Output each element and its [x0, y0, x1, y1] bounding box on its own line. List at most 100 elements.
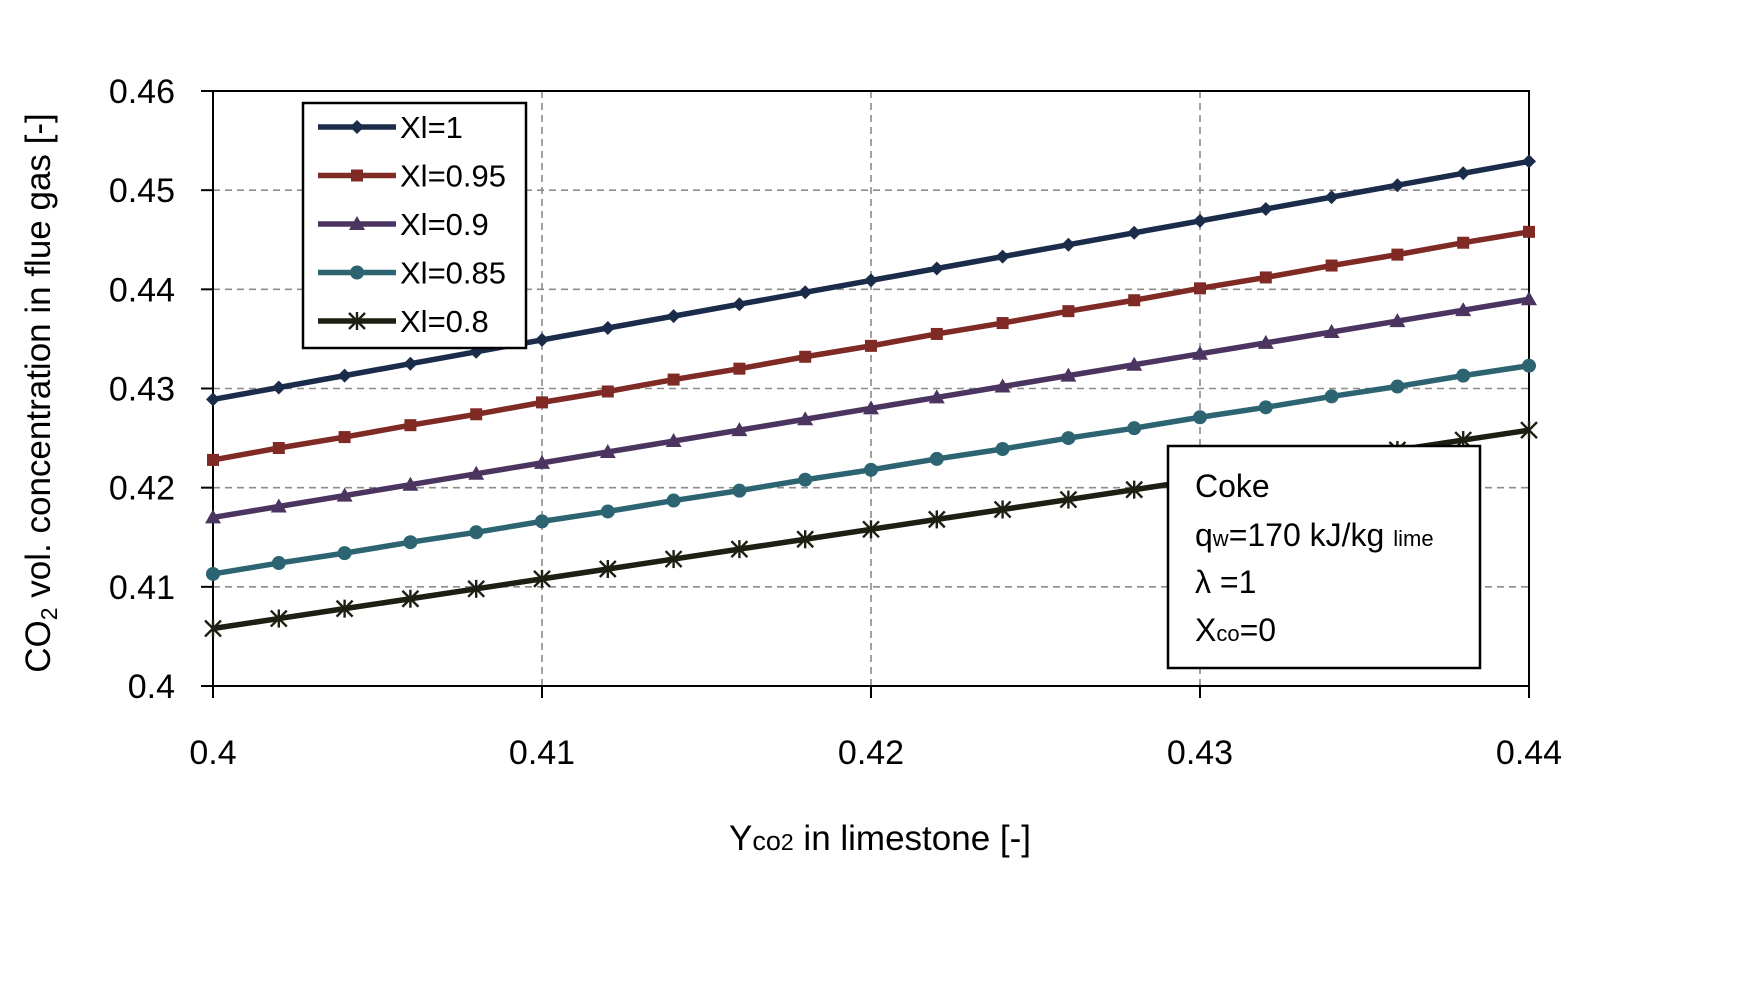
data-point [996, 317, 1009, 330]
series-1 [206, 154, 1536, 407]
annotation-xco-x: X [1195, 612, 1216, 648]
legend-label: Xl=0.85 [400, 256, 506, 291]
data-point [864, 462, 878, 477]
data-point [798, 285, 813, 300]
data-point [1059, 490, 1078, 509]
data-point [666, 309, 681, 324]
data-point [1522, 358, 1536, 373]
data-point [1257, 334, 1274, 349]
series-2 [207, 225, 1535, 466]
data-point [1457, 236, 1470, 249]
data-point [1521, 291, 1537, 306]
data-point [733, 362, 746, 375]
data-point [995, 441, 1010, 456]
data-point [1060, 367, 1077, 382]
legend-swatch-marker [351, 169, 363, 182]
y-tick-label: 0.45 [109, 172, 175, 210]
y-axis-title-main: CO [19, 620, 58, 673]
data-point [535, 514, 549, 529]
data-point [862, 520, 880, 539]
legend-swatch-marker [350, 120, 364, 134]
data-point [271, 556, 286, 571]
data-point [404, 419, 417, 432]
axes: 0.4 0.41 0.42 0.43 0.44 0.45 0.46 0.4 0.41 0.42 0.… [109, 73, 1562, 772]
data-point [798, 472, 813, 487]
data-point [929, 451, 944, 466]
series-3 [205, 291, 1537, 524]
data-point [337, 546, 352, 561]
data-point [994, 378, 1011, 393]
annotation-xco: Xco=0 [1195, 612, 1276, 648]
annotation-fuel: Coke [1195, 468, 1270, 504]
data-point [930, 327, 943, 340]
y-tick-label: 0.46 [109, 73, 175, 111]
x-tick-label: 0.43 [1167, 734, 1233, 772]
x-axis-title-main: Y [729, 819, 752, 858]
annotation-xco-sub: co [1216, 621, 1239, 646]
y-axis-title: CO2 vol. concentration in flue gas [-] [19, 113, 62, 672]
data-point [206, 566, 220, 581]
data-point [799, 350, 812, 363]
data-point [1390, 178, 1405, 193]
legend-item: Xl=1 [318, 110, 463, 145]
data-point [335, 599, 354, 618]
data-point [401, 589, 420, 608]
data-point [470, 408, 483, 421]
data-point [731, 422, 748, 437]
data-point [469, 525, 484, 540]
data-point [206, 392, 220, 407]
y-axis-title-sub: 2 [36, 607, 62, 620]
data-point [1324, 389, 1339, 404]
y-tick-label: 0.41 [109, 569, 175, 607]
annotation-heat-sub: w [1212, 526, 1229, 551]
data-point [205, 509, 221, 524]
x-axis-title-sub: co [752, 826, 781, 856]
data-point [864, 273, 878, 288]
data-point [1523, 225, 1535, 238]
data-point [1390, 379, 1405, 394]
data-point [1324, 190, 1339, 205]
data-point [667, 373, 680, 386]
data-point [600, 321, 615, 336]
data-point [732, 483, 747, 498]
annotation-heat-value: =170 kJ/kg [1229, 517, 1394, 553]
data-point [1061, 237, 1076, 252]
annotation-fuel-text: Coke [1195, 468, 1270, 504]
data-point [1125, 480, 1144, 499]
series-4 [206, 358, 1536, 581]
legend-label: Xl=0.95 [400, 159, 506, 194]
data-point [796, 530, 815, 549]
annotation-heat: qw=170 kJ/kg lime [1195, 517, 1434, 553]
data-point [403, 356, 418, 371]
data-point [1193, 213, 1207, 228]
data-point [1391, 248, 1404, 261]
data-point [863, 400, 879, 415]
data-point [271, 380, 286, 395]
data-point [664, 550, 683, 569]
data-point [1127, 225, 1142, 240]
legend-label: Xl=0.9 [400, 207, 489, 242]
data-point [403, 535, 418, 550]
legend-swatch-marker [349, 216, 365, 230]
data-point [601, 385, 614, 398]
data-point [536, 396, 548, 409]
x-axis-title-rest: in limestone [-] [794, 819, 1031, 858]
legend-label: Xl=0.8 [400, 304, 489, 339]
data-point [1456, 166, 1471, 181]
data-point [207, 453, 219, 466]
data-point [1258, 202, 1273, 217]
data-point [665, 433, 682, 448]
legend: Xl=1 Xl=0.95 Xl=0.9 Xl=0.85 Xl=0.8 [301, 101, 528, 350]
legend-item: Xl=0.95 [318, 159, 506, 194]
data-point [1061, 431, 1076, 446]
data-point [204, 619, 222, 638]
data-point [995, 249, 1010, 264]
data-point [928, 389, 945, 404]
y-axis-title-rest: vol. concentration in flue gas [-] [19, 113, 58, 607]
data-point [1193, 410, 1207, 425]
data-point [865, 339, 877, 352]
legend-item: Xl=0.8 [318, 304, 489, 339]
data-point [732, 297, 747, 312]
annotation-lambda: λ =1 [1195, 564, 1256, 600]
data-point [1456, 368, 1471, 383]
